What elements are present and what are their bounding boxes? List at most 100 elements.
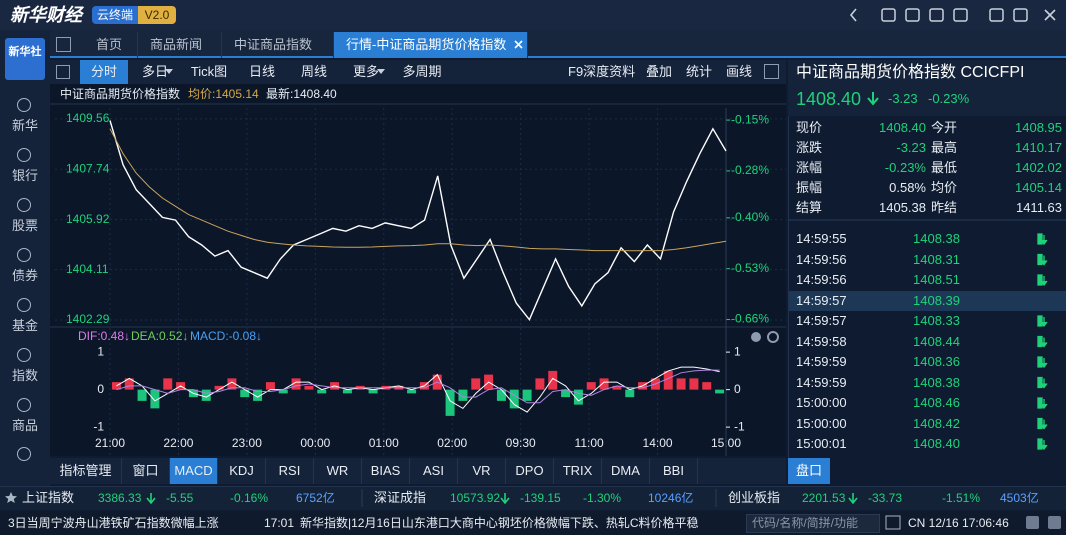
y-tick-label: 1409.56 <box>66 111 110 125</box>
toolbar-button[interactable]: 日线 <box>248 64 275 79</box>
dropdown-arrow <box>165 69 173 74</box>
index-value: 2201.53 <box>802 491 846 505</box>
sidebar-item[interactable]: 股票 <box>11 218 38 233</box>
badge: 云终端 <box>92 6 138 24</box>
tick-price: 1408.33 <box>913 313 960 328</box>
toolbar-button[interactable]: 统计 <box>686 64 713 79</box>
toolbar-button[interactable]: Tick图 <box>190 64 228 79</box>
stat-label: 昨结 <box>931 200 958 215</box>
toolbar-button[interactable]: 周线 <box>300 64 327 79</box>
sidebar-item[interactable]: 基金 <box>11 318 38 333</box>
y-tick-label: 1405.92 <box>66 212 110 226</box>
indicator-tab[interactable]: BBI <box>650 458 698 484</box>
tab-close <box>514 40 523 49</box>
macd-bar <box>676 378 686 390</box>
x-tick-label: 11:00 <box>575 436 604 450</box>
indicator-tab[interactable]: 指标管理 <box>50 458 122 484</box>
macd-bar <box>625 389 635 398</box>
toolbar-button[interactable]: 多日 <box>141 64 168 79</box>
down-arrow <box>500 493 510 505</box>
quote-pct: -0.23% <box>928 91 970 106</box>
sidebar-logo: 新华社 <box>5 38 45 80</box>
series-line <box>109 120 727 322</box>
y-tick-label: 1 <box>97 344 104 358</box>
toolbar-button[interactable]: F9深度资料 <box>568 64 636 79</box>
indicator-tab[interactable]: DPO <box>506 458 554 484</box>
indicator-tab[interactable]: BIAS <box>362 458 410 484</box>
toolbar-button[interactable]: 画线 <box>726 64 753 79</box>
sidebar-item[interactable]: 债券 <box>11 268 38 283</box>
indicator-tab[interactable]: TRIX <box>554 458 602 484</box>
x-tick-label: 09:30 <box>506 436 536 450</box>
tick-time: 14:59:58 <box>796 333 847 349</box>
tick-price: 1408.40 <box>913 436 960 451</box>
macd-bar <box>458 389 468 401</box>
tab[interactable]: 商品新闻 <box>138 32 222 58</box>
index-turnover: 4503亿 <box>1000 491 1039 505</box>
index-name: 上证指数 <box>22 490 75 505</box>
search-placeholder[interactable]: 代码/名称/简拼/功能 <box>752 516 859 530</box>
indicator-tab[interactable]: 窗口 <box>122 458 170 484</box>
quote-change: -3.23 <box>888 91 918 106</box>
tick-time: 15:00:01 <box>796 436 847 451</box>
index-pct: -0.16% <box>230 491 269 505</box>
toolbar-button[interactable]: 叠加 <box>646 64 673 79</box>
macd-bar <box>201 389 211 401</box>
indicator-tab[interactable]: WR <box>314 458 362 484</box>
macd-bar <box>471 378 481 390</box>
sidebar-item[interactable]: 新华 <box>11 118 38 133</box>
series-line <box>116 366 720 413</box>
tick-arrow <box>1037 397 1048 410</box>
macd-bar <box>663 370 673 390</box>
tick-price: 1408.39 <box>913 292 960 308</box>
status-icon <box>1048 516 1061 529</box>
sidebar-item[interactable]: 银行 <box>11 168 38 183</box>
macd-bar <box>342 389 352 394</box>
tab[interactable]: 中证商品指数 <box>222 32 334 58</box>
status-icon <box>885 515 901 530</box>
tick-arrow <box>1037 438 1048 451</box>
sidebar-icon <box>17 447 31 461</box>
macd-bar <box>163 378 173 390</box>
indicator-tab[interactable]: KDJ <box>218 458 266 484</box>
quote-price: 1408.40 <box>796 89 862 109</box>
indicator-tab[interactable]: DMA <box>602 458 650 484</box>
sidebar-item[interactable]: 指数 <box>11 368 38 383</box>
macd-bar <box>304 385 314 390</box>
stat-label: 涨跌 <box>796 140 823 155</box>
index-turnover: 10246亿 <box>648 491 694 505</box>
y2-tick-label: -0.15% <box>731 112 769 126</box>
tick-price: 1408.51 <box>913 272 960 287</box>
tick-time: 14:59:56 <box>796 272 847 287</box>
indicator-tab[interactable]: ASI <box>410 458 458 484</box>
macd-bar <box>291 378 301 390</box>
macd-bar <box>535 378 545 390</box>
y-tick-label: -1 <box>93 419 104 433</box>
sidebar-item[interactable]: 商品 <box>11 418 38 433</box>
series-line <box>116 369 720 404</box>
indicator-tab[interactable]: MACD <box>170 458 218 484</box>
quote-tab[interactable]: 盘口 <box>788 458 830 484</box>
indicator-tab[interactable]: VR <box>458 458 506 484</box>
index-change: -5.55 <box>166 491 194 505</box>
tab[interactable]: 行情-中证商品期货价格指数 <box>334 32 528 58</box>
macd-bar <box>548 370 558 390</box>
macd-bar <box>227 378 237 390</box>
tick-time: 15:00:00 <box>796 395 847 410</box>
stat-label: 今开 <box>931 120 958 135</box>
tick-time: 14:59:59 <box>796 354 847 369</box>
stat-value: 0.58% <box>889 180 926 195</box>
toolbar-button[interactable]: 分时 <box>80 60 128 84</box>
tab[interactable]: 首页 <box>84 32 138 58</box>
stat-label: 最低 <box>931 160 958 175</box>
toolbar-button[interactable]: 更多 <box>352 64 379 79</box>
x-tick-label: 14:00 <box>643 436 673 450</box>
sidebar-icon <box>17 398 31 412</box>
tick-time: 14:59:57 <box>796 313 847 328</box>
macd-bar <box>522 389 532 401</box>
toolbar-button[interactable]: 多周期 <box>402 64 442 79</box>
macd-bar <box>407 389 417 394</box>
indicator-tab[interactable]: RSI <box>266 458 314 484</box>
macd-close <box>751 332 761 342</box>
